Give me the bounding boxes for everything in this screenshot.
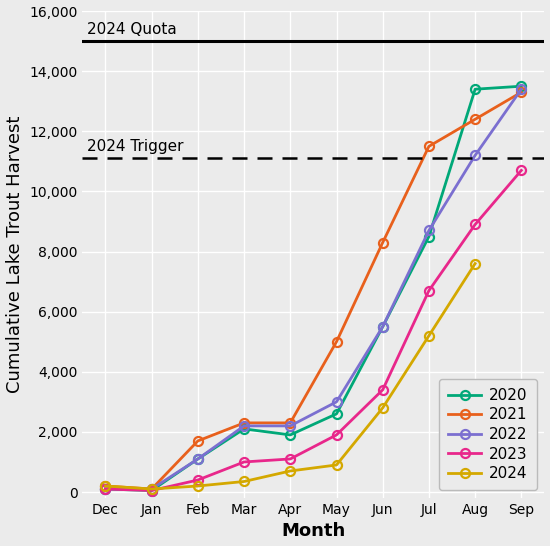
2020: [241, 426, 248, 432]
2022: [379, 323, 386, 330]
2020: [333, 411, 340, 417]
2023: [102, 486, 109, 492]
2024: [472, 260, 478, 267]
Text: 2024 Quota: 2024 Quota: [87, 22, 177, 37]
2022: [333, 399, 340, 405]
Text: 2024 Trigger: 2024 Trigger: [87, 139, 184, 154]
2024: [241, 478, 248, 485]
2021: [518, 89, 525, 96]
2020: [195, 456, 201, 462]
Line: 2020: 2020: [101, 82, 526, 495]
2023: [518, 167, 525, 174]
2021: [379, 239, 386, 246]
2024: [379, 405, 386, 411]
2023: [379, 387, 386, 393]
2022: [287, 423, 294, 429]
Line: 2022: 2022: [101, 85, 526, 494]
2021: [426, 143, 432, 150]
2022: [148, 486, 155, 492]
2020: [472, 86, 478, 92]
2024: [333, 462, 340, 468]
2021: [241, 420, 248, 426]
2020: [518, 83, 525, 90]
2020: [102, 486, 109, 492]
2022: [472, 152, 478, 159]
2024: [426, 333, 432, 339]
Line: 2024: 2024: [101, 259, 480, 494]
2022: [518, 86, 525, 92]
2021: [472, 116, 478, 122]
2024: [195, 483, 201, 489]
2023: [287, 456, 294, 462]
2022: [102, 486, 109, 492]
2024: [287, 468, 294, 474]
2023: [148, 487, 155, 494]
2023: [426, 287, 432, 294]
2023: [472, 221, 478, 228]
2024: [148, 486, 155, 492]
2022: [241, 423, 248, 429]
2021: [195, 438, 201, 444]
2021: [102, 483, 109, 489]
Line: 2023: 2023: [101, 166, 526, 495]
2023: [195, 477, 201, 483]
2020: [379, 323, 386, 330]
Line: 2021: 2021: [101, 88, 526, 494]
Legend: 2020, 2021, 2022, 2023, 2024: 2020, 2021, 2022, 2023, 2024: [438, 379, 537, 490]
2023: [333, 432, 340, 438]
2023: [241, 459, 248, 465]
2022: [426, 227, 432, 234]
2020: [148, 487, 155, 494]
2020: [287, 432, 294, 438]
Y-axis label: Cumulative Lake Trout Harvest: Cumulative Lake Trout Harvest: [6, 116, 24, 393]
2024: [102, 483, 109, 489]
2021: [148, 486, 155, 492]
2020: [426, 233, 432, 240]
2021: [287, 420, 294, 426]
2022: [195, 456, 201, 462]
2021: [333, 339, 340, 345]
X-axis label: Month: Month: [281, 523, 345, 541]
